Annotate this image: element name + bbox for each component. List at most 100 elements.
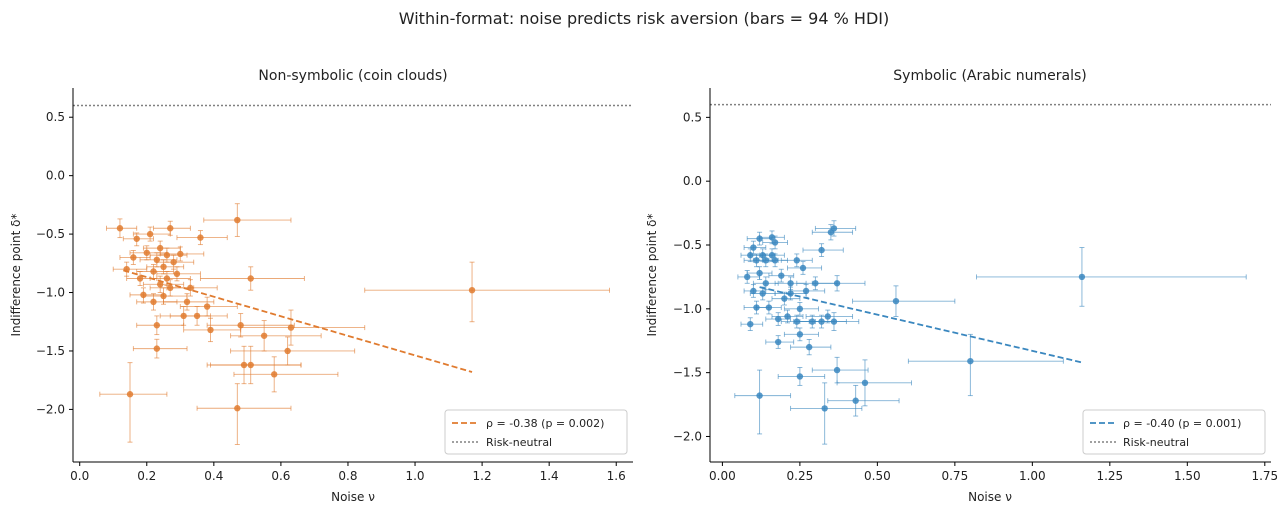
nonsymbolic-errorbar — [132, 338, 188, 359]
symbolic-data-point — [771, 239, 779, 246]
nonsymbolic-legend-trend-label: ρ = -0.38 (p = 0.002) — [486, 417, 604, 430]
nonsymbolic-data-point — [260, 332, 268, 339]
nonsymbolic-errorbar — [196, 383, 292, 445]
symbolic-data-point — [796, 305, 804, 313]
symbolic-x-tick-label: 0.75 — [941, 469, 968, 483]
symbolic-data-point — [799, 264, 807, 272]
symbolic-xlabel: Noise ν — [968, 490, 1012, 504]
symbolic-data-point — [743, 273, 751, 281]
nonsymbolic-errorbar — [99, 362, 168, 443]
nonsymbolic-data-point — [163, 275, 171, 282]
nonsymbolic-data-point — [153, 345, 161, 352]
symbolic-x-tick-label: 0.50 — [864, 469, 891, 483]
symbolic-data-point — [787, 290, 794, 297]
symbolic-data-point — [892, 297, 900, 305]
nonsymbolic-points — [116, 216, 476, 412]
symbolic-data-point — [747, 252, 754, 259]
nonsymbolic-axes: 0.0 0.2 0.4 0.6 0.8 1.0 1.2 1.4 1.6 0.5 0.0 −0.5 −1.… — [36, 88, 633, 483]
nonsymbolic-errorbar — [364, 261, 610, 323]
symbolic-data-point — [852, 397, 859, 404]
nonsymbolic-data-point — [247, 275, 254, 282]
symbolic-data-point — [809, 318, 816, 325]
symbolic-data-point — [759, 290, 766, 297]
nonsymbolic-y-tick-label: −0.5 — [36, 227, 65, 241]
nonsymbolic-x-tick-label: 1.6 — [607, 469, 626, 483]
symbolic-data-point — [768, 252, 776, 259]
symbolic-x-tick-label: 0.00 — [709, 469, 736, 483]
nonsymbolic-x-tick-label: 0.4 — [204, 469, 223, 483]
symbolic-title: Symbolic (Arabic numerals) — [893, 68, 1086, 84]
symbolic-y-tick-label: 0.5 — [683, 110, 702, 124]
symbolic-x-tick-label: 1.25 — [1096, 469, 1123, 483]
nonsymbolic-errorbar — [240, 309, 366, 346]
nonsymbolic-data-point — [170, 258, 177, 266]
symbolic-y-tick-label: −1.0 — [673, 302, 702, 316]
nonsymbolic-ylabel: Indifference point δ* — [9, 214, 23, 337]
symbolic-legend: ρ = -0.40 (p = 0.001) Risk-neutral — [1082, 409, 1266, 455]
nonsymbolic-data-point — [153, 256, 161, 264]
symbolic-y-tick-label: −2.0 — [673, 429, 702, 443]
nonsymbolic-errorbar — [112, 261, 148, 277]
nonsymbolic-errorbar — [119, 250, 151, 265]
symbolic-x-tick-label: 1.75 — [1251, 469, 1278, 483]
nonsymbolic-data-point — [207, 326, 214, 334]
nonsymbolic-data-point — [123, 265, 130, 273]
symbolic-errorbar — [907, 333, 1064, 397]
nonsymbolic-data-point — [163, 251, 171, 259]
figure-suptitle: Within-format: noise predicts risk avers… — [399, 9, 889, 28]
symbolic-data-point — [793, 257, 800, 264]
symbolic-data-point — [821, 405, 828, 412]
symbolic-data-point — [778, 272, 785, 279]
symbolic-data-point — [768, 234, 776, 241]
symbolic-data-point — [747, 320, 754, 328]
symbolic-data-point — [818, 318, 825, 325]
nonsymbolic-y-tick-label: −2.0 — [36, 402, 65, 416]
nonsymbolic-data-point — [187, 284, 194, 292]
nonsymbolic-x-tick-label: 1.4 — [540, 469, 559, 483]
nonsymbolic-data-point — [287, 324, 295, 331]
symbolic-errorbar — [827, 384, 900, 417]
nonsymbolic-data-point — [180, 312, 187, 320]
nonsymbolic-data-point — [130, 254, 137, 261]
nonsymbolic-data-point — [203, 303, 211, 310]
nonsymbolic-data-point — [247, 361, 254, 369]
nonsymbolic-xlabel: Noise ν — [331, 490, 375, 504]
nonsymbolic-errorbar — [203, 203, 292, 237]
nonsymbolic-data-point — [167, 225, 174, 232]
symbolic-data-point — [774, 315, 782, 323]
nonsymbolic-data-point — [270, 371, 278, 378]
symbolic-data-point — [750, 244, 757, 251]
symbolic-data-point — [833, 280, 841, 287]
symbolic-data-point — [756, 269, 763, 277]
nonsymbolic-x-tick-label: 1.0 — [405, 469, 424, 483]
symbolic-errorbar — [790, 382, 863, 445]
nonsymbolic-data-point — [234, 405, 241, 412]
symbolic-legend-frame — [1082, 409, 1266, 455]
nonsymbolic-data-point — [143, 249, 150, 256]
nonsymbolic-trend-layer — [123, 269, 473, 373]
symbolic-axes: 0.00 0.25 0.50 0.75 1.00 1.25 1.50 1.75 0.5 0.0 −0… — [673, 88, 1278, 483]
symbolic-data-point — [756, 235, 763, 242]
symbolic-panel: Symbolic (Arabic numerals) 0.00 0.25 0.50 0… — [645, 68, 1278, 504]
symbolic-y-tick-label: −0.5 — [673, 238, 702, 252]
nonsymbolic-y-tick-label: 0.5 — [46, 110, 65, 124]
symbolic-data-point — [805, 343, 813, 351]
nonsymbolic-title: Non-symbolic (coin clouds) — [258, 68, 447, 84]
nonsymbolic-data-point — [160, 263, 167, 271]
nonsymbolic-errorbars — [99, 203, 610, 445]
symbolic-data-point — [753, 257, 760, 264]
nonsymbolic-legend-neutral-label: Risk-neutral — [486, 436, 552, 449]
symbolic-data-point — [796, 331, 804, 338]
symbolic-points — [743, 225, 1086, 412]
nonsymbolic-data-point — [133, 235, 140, 242]
symbolic-data-point — [824, 313, 831, 320]
nonsymbolic-x-tick-label: 0.2 — [137, 469, 156, 483]
symbolic-legend-trend-label: ρ = -0.40 (p = 0.001) — [1123, 417, 1241, 430]
symbolic-errorbar — [734, 369, 792, 435]
nonsymbolic-x-tick-label: 0.0 — [70, 469, 89, 483]
symbolic-x-tick-label: 0.25 — [787, 469, 814, 483]
symbolic-data-point — [762, 280, 769, 287]
nonsymbolic-data-point — [468, 286, 476, 294]
nonsymbolic-errorbar — [136, 315, 185, 336]
